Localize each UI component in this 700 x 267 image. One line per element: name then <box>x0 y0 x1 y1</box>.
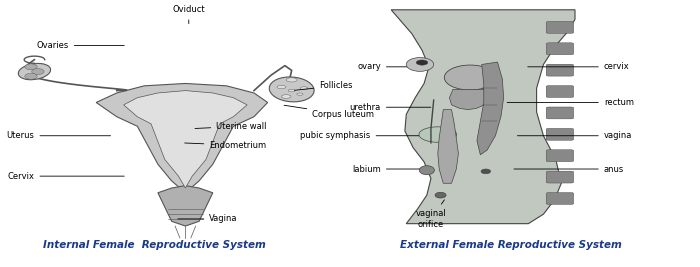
Text: Uterine wall: Uterine wall <box>195 122 267 131</box>
Polygon shape <box>158 186 213 226</box>
FancyBboxPatch shape <box>546 193 573 205</box>
Text: vaginal
orifice: vaginal orifice <box>416 200 447 229</box>
FancyBboxPatch shape <box>546 150 573 162</box>
Ellipse shape <box>25 73 37 79</box>
Ellipse shape <box>481 169 491 174</box>
Ellipse shape <box>18 64 50 80</box>
Ellipse shape <box>416 60 428 65</box>
Ellipse shape <box>270 77 314 102</box>
Ellipse shape <box>277 85 286 89</box>
Ellipse shape <box>286 78 297 82</box>
FancyBboxPatch shape <box>546 171 573 183</box>
Ellipse shape <box>288 89 295 92</box>
Polygon shape <box>391 10 575 224</box>
Text: Oviduct: Oviduct <box>172 5 205 24</box>
FancyBboxPatch shape <box>546 43 573 55</box>
Text: urethra: urethra <box>349 103 431 112</box>
Ellipse shape <box>419 166 435 175</box>
Text: rectum: rectum <box>507 98 634 107</box>
FancyBboxPatch shape <box>546 64 573 76</box>
Text: Follicles: Follicles <box>295 81 353 90</box>
Text: Endometrium: Endometrium <box>185 141 267 150</box>
FancyBboxPatch shape <box>546 107 573 119</box>
Text: Internal Female  Reproductive System: Internal Female Reproductive System <box>43 240 266 250</box>
Ellipse shape <box>406 58 434 71</box>
Ellipse shape <box>297 93 303 95</box>
Text: External Female Reproductive System: External Female Reproductive System <box>400 240 622 250</box>
Ellipse shape <box>300 87 308 90</box>
Text: labium: labium <box>352 164 433 174</box>
Text: Cervix: Cervix <box>8 172 125 181</box>
Text: ovary: ovary <box>357 62 424 71</box>
Text: cervix: cervix <box>528 62 629 71</box>
Text: Corpus luteum: Corpus luteum <box>284 105 375 119</box>
Polygon shape <box>96 84 267 193</box>
Polygon shape <box>124 91 247 188</box>
Ellipse shape <box>32 69 44 74</box>
Text: Ovaries: Ovaries <box>36 41 125 50</box>
Text: Uterus: Uterus <box>6 131 111 140</box>
FancyBboxPatch shape <box>546 86 573 97</box>
Ellipse shape <box>435 192 446 198</box>
Text: pubic symphasis: pubic symphasis <box>300 131 436 140</box>
Text: Vagina: Vagina <box>178 214 238 223</box>
Ellipse shape <box>25 64 37 70</box>
Ellipse shape <box>281 95 291 98</box>
Polygon shape <box>449 89 487 109</box>
Text: anus: anus <box>514 164 624 174</box>
Ellipse shape <box>444 65 496 90</box>
FancyBboxPatch shape <box>546 128 573 140</box>
Text: vagina: vagina <box>517 131 632 140</box>
Polygon shape <box>438 109 458 183</box>
FancyBboxPatch shape <box>546 21 573 33</box>
Ellipse shape <box>419 127 456 142</box>
Polygon shape <box>477 62 504 155</box>
